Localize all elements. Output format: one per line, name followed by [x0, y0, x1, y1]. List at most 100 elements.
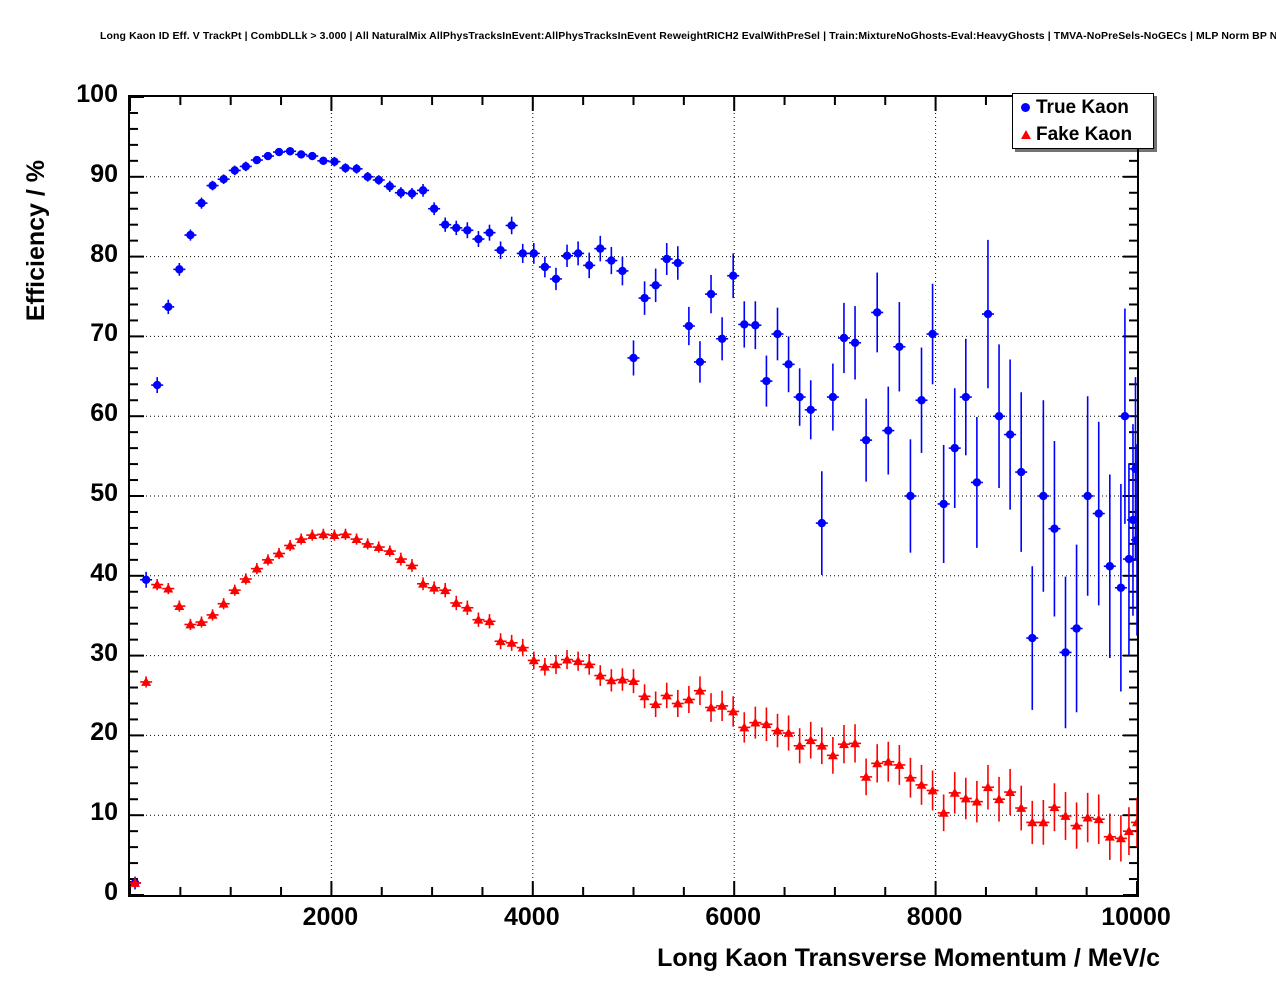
data-point	[760, 707, 773, 741]
data-point	[705, 693, 718, 722]
marker-circle	[1131, 464, 1137, 474]
marker-circle	[762, 376, 771, 386]
legend-label: True Kaon	[1036, 97, 1129, 118]
data-point	[428, 202, 441, 216]
data-point	[815, 727, 828, 765]
marker-triangle	[617, 674, 628, 684]
data-point	[860, 398, 873, 482]
data-point	[549, 654, 562, 674]
marker-circle	[740, 320, 749, 329]
marker-circle	[551, 274, 561, 284]
data-point	[627, 340, 640, 376]
data-point	[350, 533, 363, 545]
y-tick-label: 40	[90, 558, 118, 587]
marker-triangle	[982, 782, 993, 792]
data-point	[926, 283, 939, 385]
y-tick-label: 90	[90, 159, 118, 188]
marker-triangle	[595, 670, 606, 680]
data-point	[804, 380, 817, 440]
marker-circle	[607, 256, 616, 265]
data-point	[295, 533, 308, 545]
marker-triangle	[429, 582, 440, 592]
marker-triangle	[329, 530, 340, 540]
data-point	[594, 665, 607, 686]
data-point	[871, 272, 884, 353]
marker-circle	[330, 157, 339, 166]
data-point	[261, 151, 274, 161]
data-point	[793, 728, 806, 764]
data-point	[228, 165, 241, 176]
legend-label: Fake Kaon	[1036, 124, 1133, 145]
marker-circle	[884, 426, 893, 435]
marker-circle	[363, 172, 372, 181]
data-point	[594, 235, 607, 262]
y-tick-label: 10	[90, 798, 118, 827]
data-point	[195, 616, 208, 628]
data-point	[284, 539, 297, 552]
marker-triangle	[484, 616, 495, 626]
data-point	[583, 654, 596, 675]
marker-circle	[950, 443, 959, 453]
marker-triangle	[539, 661, 550, 671]
legend-triangle-icon	[1019, 130, 1032, 139]
marker-triangle	[130, 878, 141, 887]
marker-circle	[1094, 509, 1103, 518]
marker-circle	[1005, 430, 1015, 439]
data-point	[328, 529, 341, 541]
marker-triangle	[883, 756, 894, 766]
data-point	[649, 691, 662, 718]
marker-circle	[1061, 648, 1070, 657]
data-point	[461, 222, 474, 239]
marker-circle	[1120, 412, 1130, 421]
data-point	[494, 633, 507, 650]
marker-circle	[629, 353, 638, 363]
marker-circle	[562, 251, 572, 261]
marker-circle	[596, 244, 605, 253]
marker-triangle	[163, 583, 174, 593]
data-point	[1129, 377, 1137, 561]
data-point	[250, 563, 263, 575]
data-point	[981, 239, 994, 389]
marker-circle	[407, 189, 417, 198]
marker-triangle	[728, 706, 739, 716]
marker-triangle	[384, 546, 395, 555]
data-point	[394, 187, 407, 199]
data-point	[405, 187, 418, 200]
data-point	[993, 776, 1006, 822]
data-point	[1081, 792, 1094, 843]
marker-circle	[584, 261, 594, 270]
marker-circle	[640, 293, 649, 303]
marker-triangle	[1038, 817, 1049, 827]
data-point	[649, 268, 662, 303]
data-point	[1048, 440, 1061, 617]
marker-circle	[1039, 491, 1048, 501]
data-point	[350, 164, 363, 174]
marker-circle	[296, 150, 306, 159]
data-point	[494, 241, 507, 259]
data-point	[184, 618, 197, 631]
marker-triangle	[462, 602, 473, 612]
data-point	[627, 669, 640, 694]
data-point	[195, 197, 208, 209]
marker-circle	[795, 392, 804, 402]
data-point	[893, 302, 906, 392]
series-fake-kaon	[130, 528, 1137, 888]
marker-circle	[518, 249, 527, 258]
data-point	[339, 528, 352, 540]
data-point	[837, 725, 850, 764]
data-point	[1081, 396, 1094, 596]
data-point	[826, 363, 839, 431]
marker-circle	[806, 405, 815, 415]
data-point	[250, 155, 263, 165]
data-point	[970, 780, 983, 823]
marker-triangle	[1104, 831, 1115, 841]
marker-triangle	[174, 601, 185, 611]
data-point	[1026, 566, 1039, 710]
data-point	[417, 577, 430, 591]
data-point	[727, 253, 740, 299]
data-point	[1092, 794, 1105, 844]
data-point	[516, 638, 529, 657]
marker-triangle	[218, 598, 229, 608]
marker-triangle	[606, 675, 617, 685]
data-point	[184, 229, 197, 241]
